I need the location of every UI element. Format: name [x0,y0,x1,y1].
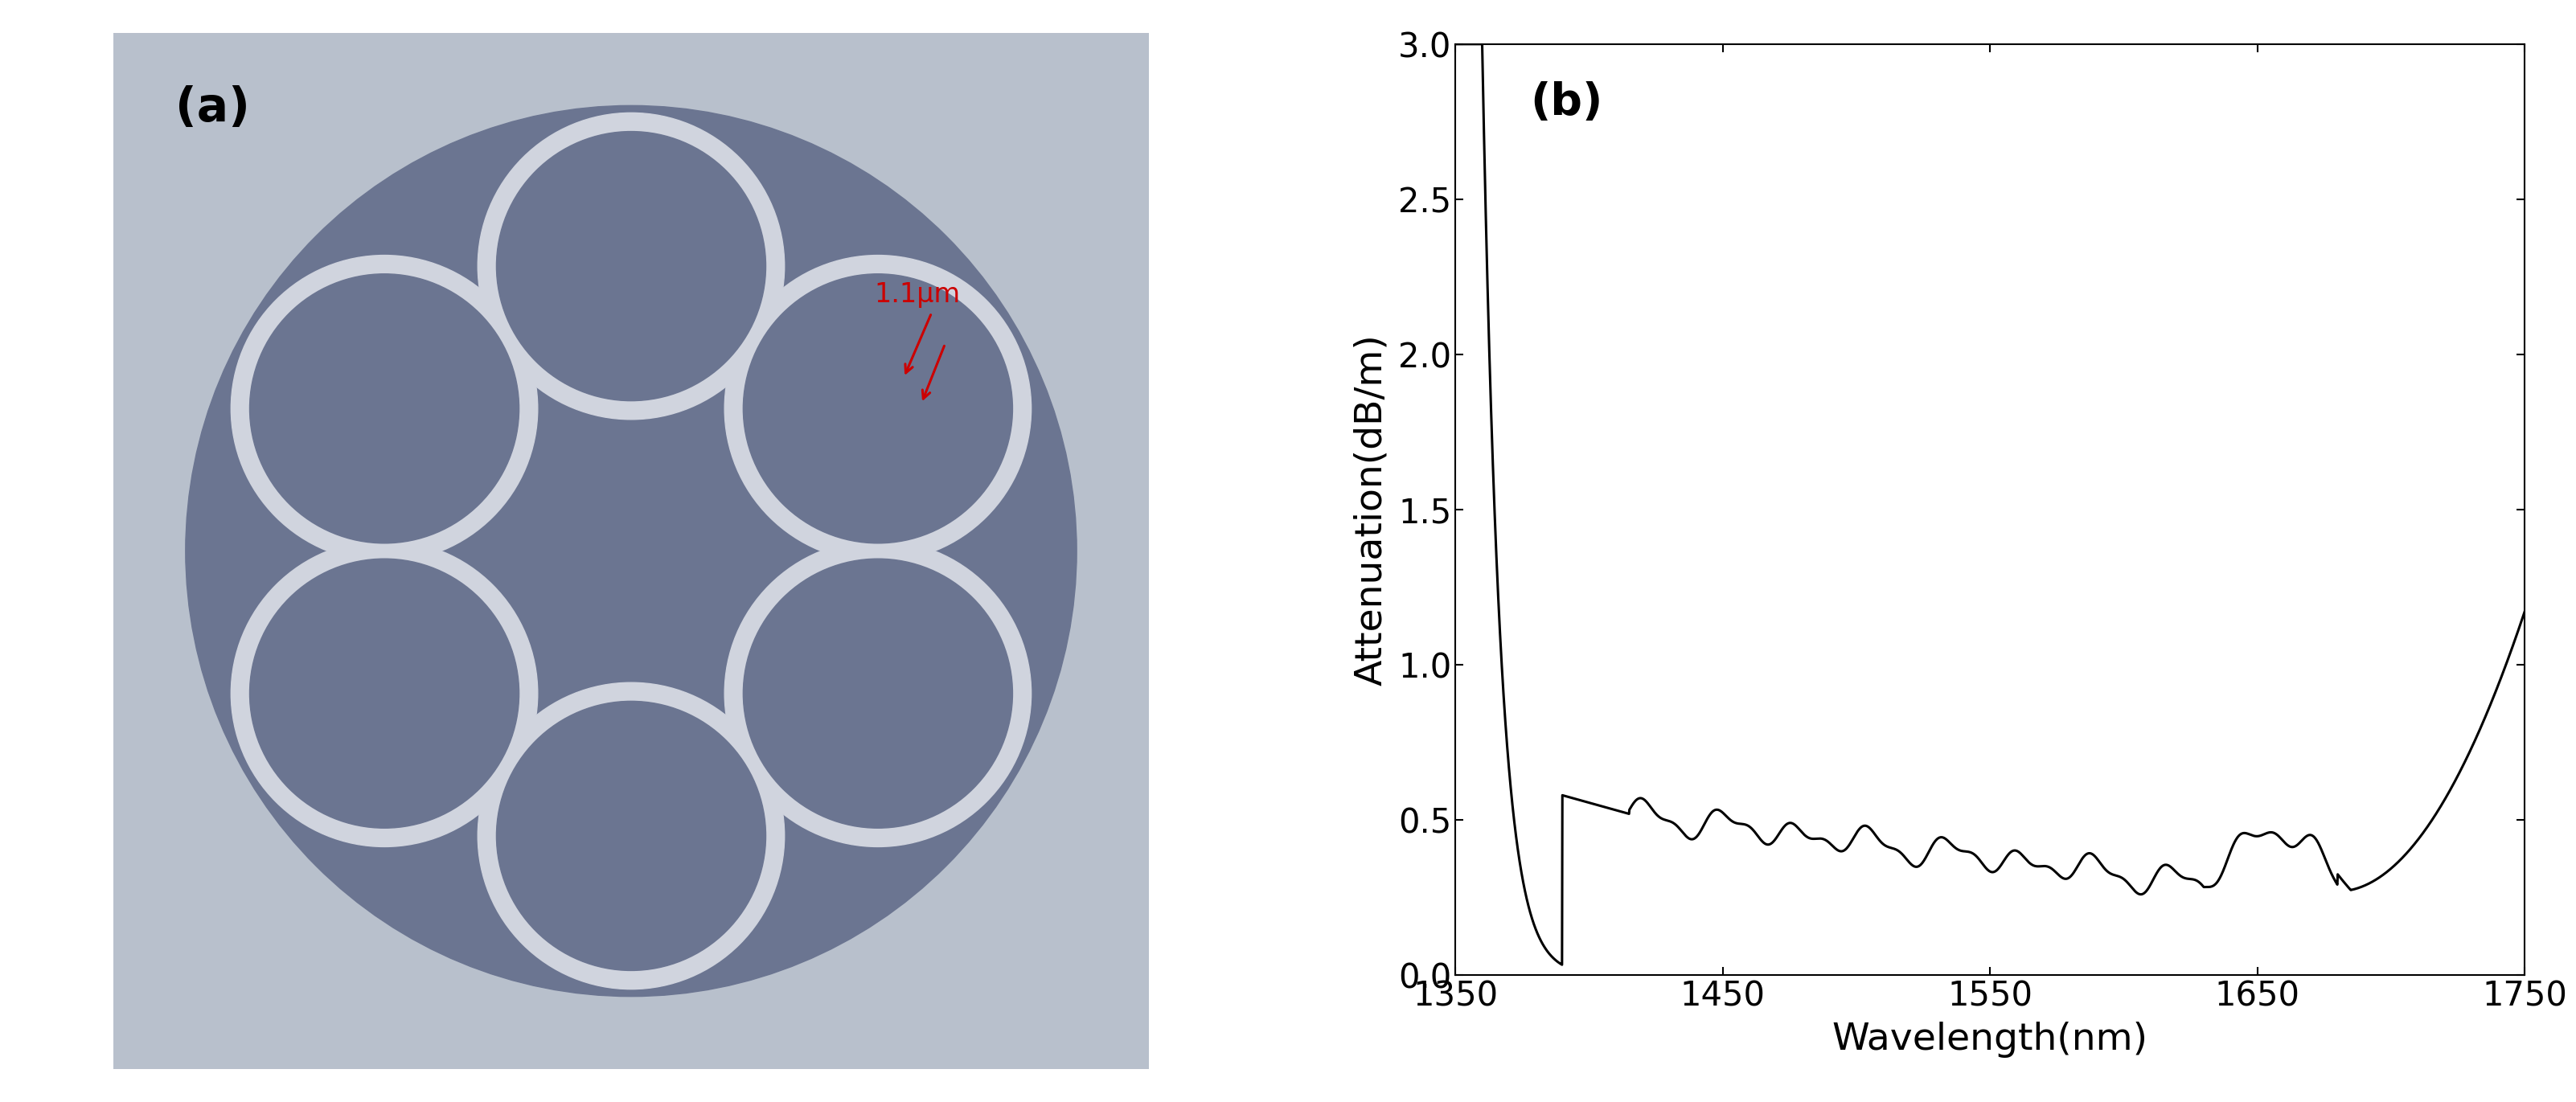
Text: (b): (b) [1530,82,1602,125]
Y-axis label: Attenuation(dB/m): Attenuation(dB/m) [1352,334,1388,685]
Circle shape [497,131,765,401]
Circle shape [724,256,1030,562]
Circle shape [477,112,786,420]
Circle shape [232,256,538,562]
Circle shape [477,682,786,990]
Text: (a): (a) [175,85,250,131]
Circle shape [232,540,538,846]
Circle shape [250,274,518,543]
X-axis label: Wavelength(nm): Wavelength(nm) [1832,1022,2148,1058]
Circle shape [250,559,518,828]
Circle shape [497,701,765,971]
Text: 1.1μm: 1.1μm [876,281,961,309]
Circle shape [185,106,1077,996]
Circle shape [744,274,1012,543]
Circle shape [744,559,1012,828]
Circle shape [724,540,1030,846]
